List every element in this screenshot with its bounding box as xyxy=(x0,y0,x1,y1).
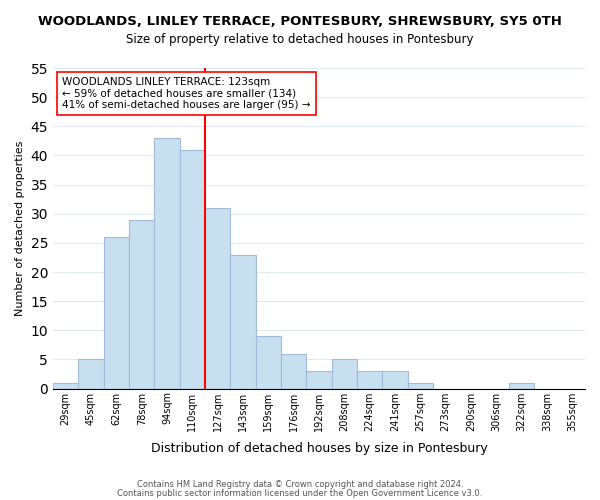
Text: Size of property relative to detached houses in Pontesbury: Size of property relative to detached ho… xyxy=(126,32,474,46)
Bar xyxy=(230,254,256,388)
Bar xyxy=(104,237,129,388)
Bar xyxy=(332,360,357,388)
Bar xyxy=(407,383,433,388)
Text: WOODLANDS LINLEY TERRACE: 123sqm
← 59% of detached houses are smaller (134)
41% : WOODLANDS LINLEY TERRACE: 123sqm ← 59% o… xyxy=(62,76,310,110)
Bar xyxy=(382,371,407,388)
Bar xyxy=(154,138,179,388)
Bar xyxy=(357,371,382,388)
Bar xyxy=(509,383,535,388)
Bar xyxy=(79,360,104,388)
Text: Contains HM Land Registry data © Crown copyright and database right 2024.: Contains HM Land Registry data © Crown c… xyxy=(137,480,463,489)
Bar xyxy=(256,336,281,388)
Bar xyxy=(179,150,205,388)
X-axis label: Distribution of detached houses by size in Pontesbury: Distribution of detached houses by size … xyxy=(151,442,487,455)
Text: WOODLANDS, LINLEY TERRACE, PONTESBURY, SHREWSBURY, SY5 0TH: WOODLANDS, LINLEY TERRACE, PONTESBURY, S… xyxy=(38,15,562,28)
Bar xyxy=(307,371,332,388)
Bar xyxy=(205,208,230,388)
Bar xyxy=(281,354,307,388)
Bar xyxy=(129,220,154,388)
Text: Contains public sector information licensed under the Open Government Licence v3: Contains public sector information licen… xyxy=(118,488,482,498)
Y-axis label: Number of detached properties: Number of detached properties xyxy=(15,140,25,316)
Bar xyxy=(53,383,79,388)
